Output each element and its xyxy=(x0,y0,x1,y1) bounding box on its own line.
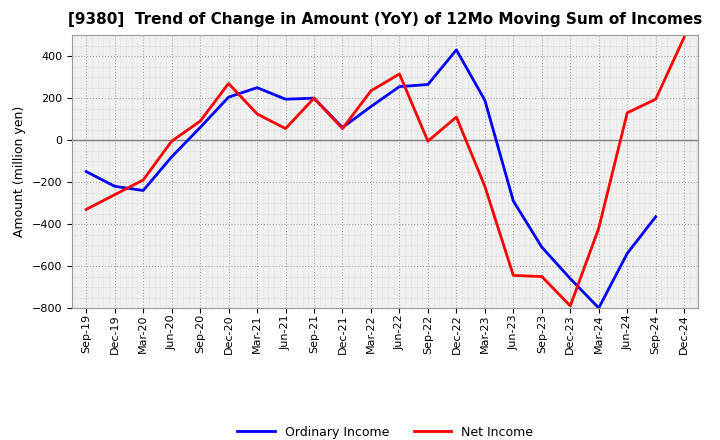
Net Income xyxy=(480,183,489,189)
Ordinary Income xyxy=(167,154,176,160)
Ordinary Income xyxy=(566,276,575,281)
Net Income xyxy=(452,114,461,120)
Net Income xyxy=(537,274,546,279)
Net Income xyxy=(366,88,375,93)
Net Income xyxy=(595,226,603,231)
Ordinary Income xyxy=(509,198,518,204)
Ordinary Income xyxy=(395,84,404,89)
Ordinary Income xyxy=(652,214,660,220)
Net Income xyxy=(623,110,631,115)
Net Income xyxy=(509,273,518,278)
Ordinary Income xyxy=(338,125,347,130)
Ordinary Income xyxy=(480,98,489,103)
Ordinary Income xyxy=(110,183,119,189)
Net Income xyxy=(139,177,148,183)
Net Income xyxy=(225,81,233,86)
Line: Net Income: Net Income xyxy=(86,37,684,306)
Ordinary Income xyxy=(82,169,91,174)
Ordinary Income xyxy=(452,47,461,52)
Ordinary Income xyxy=(196,125,204,130)
Net Income xyxy=(110,192,119,197)
Net Income xyxy=(395,71,404,77)
Net Income xyxy=(253,111,261,117)
Net Income xyxy=(310,95,318,101)
Ordinary Income xyxy=(366,104,375,109)
Net Income xyxy=(652,96,660,102)
Y-axis label: Amount (million yen): Amount (million yen) xyxy=(13,106,26,237)
Ordinary Income xyxy=(282,96,290,102)
Net Income xyxy=(680,35,688,40)
Net Income xyxy=(282,126,290,131)
Ordinary Income xyxy=(423,82,432,87)
Legend: Ordinary Income, Net Income: Ordinary Income, Net Income xyxy=(232,421,539,440)
Ordinary Income xyxy=(253,85,261,90)
Ordinary Income xyxy=(595,305,603,311)
Net Income xyxy=(423,139,432,144)
Line: Ordinary Income: Ordinary Income xyxy=(86,50,656,308)
Net Income xyxy=(196,119,204,124)
Ordinary Income xyxy=(310,95,318,101)
Ordinary Income xyxy=(139,188,148,193)
Net Income xyxy=(566,303,575,308)
Net Income xyxy=(167,139,176,144)
Ordinary Income xyxy=(225,95,233,100)
Title: [9380]  Trend of Change in Amount (YoY) of 12Mo Moving Sum of Incomes: [9380] Trend of Change in Amount (YoY) o… xyxy=(68,12,702,27)
Net Income xyxy=(338,126,347,131)
Net Income xyxy=(82,207,91,212)
Ordinary Income xyxy=(537,245,546,250)
Ordinary Income xyxy=(623,251,631,256)
